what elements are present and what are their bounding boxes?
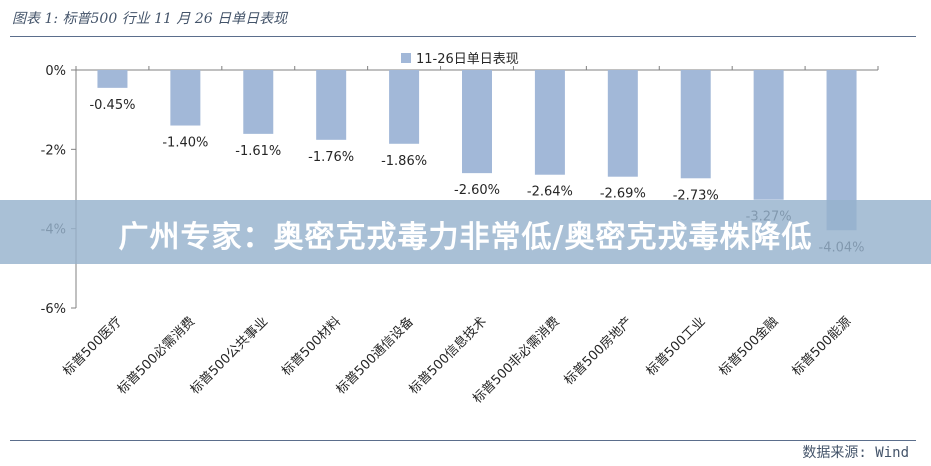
data-label: -1.40% (162, 136, 208, 151)
bar (607, 70, 638, 177)
bar (97, 70, 128, 88)
data-label: -1.61% (235, 144, 281, 159)
source-note: 数据来源: Wind (802, 445, 909, 461)
data-label: -0.45% (89, 98, 135, 113)
overlay-banner-text: 广州专家：奥密克戎毒力非常低/奥密克戎毒株降低 (118, 220, 813, 255)
chart-legend: 11-26日单日表现 (401, 52, 519, 67)
data-label: -2.73% (673, 188, 719, 203)
overlay-banner (0, 200, 931, 264)
bar (316, 70, 347, 140)
data-label: -1.86% (381, 154, 427, 169)
x-tick-label: 标普500公共事业 (188, 314, 271, 397)
x-tick-label: 标普500工业 (644, 314, 709, 379)
x-tick-label: 标普500房地产 (561, 314, 636, 389)
data-label: -2.60% (454, 183, 500, 198)
data-label: -1.76% (308, 150, 354, 165)
x-tick-label: 标普500必需消费 (115, 314, 198, 397)
y-tick-label: -2% (41, 143, 66, 158)
data-label: -2.69% (600, 187, 646, 202)
bar (389, 70, 420, 144)
bar (243, 70, 274, 134)
x-tick-label: 标普500材料 (279, 314, 344, 379)
legend-label: 11-26日单日表现 (416, 52, 519, 67)
legend-swatch (401, 53, 411, 63)
y-tick-label: -6% (41, 302, 66, 317)
bar (170, 70, 201, 126)
x-tick-label: 标普500通信设备 (333, 314, 417, 398)
bar-chart: 11-26日单日表现 -0.45% -1.40% -1.61% -1.76% -1.86… (41, 52, 879, 407)
x-tick-label: 标普500医疗 (60, 314, 125, 379)
chart-bars (97, 70, 857, 231)
bar (680, 70, 711, 179)
source-divider (10, 440, 916, 441)
x-tick-label: 标普500能源 (789, 314, 854, 379)
x-tick-label: 标普500信息技术 (406, 314, 490, 398)
bar (753, 70, 784, 200)
bar (462, 70, 492, 174)
bar (534, 70, 565, 175)
caption-divider (10, 36, 916, 37)
data-label: -2.64% (527, 185, 573, 200)
y-tick-label: 0% (45, 64, 66, 79)
x-tick-label: 标普500金融 (716, 314, 782, 380)
figure-caption: 图表 1: 标普500 行业 11 月 26 日单日表现 (12, 11, 288, 27)
